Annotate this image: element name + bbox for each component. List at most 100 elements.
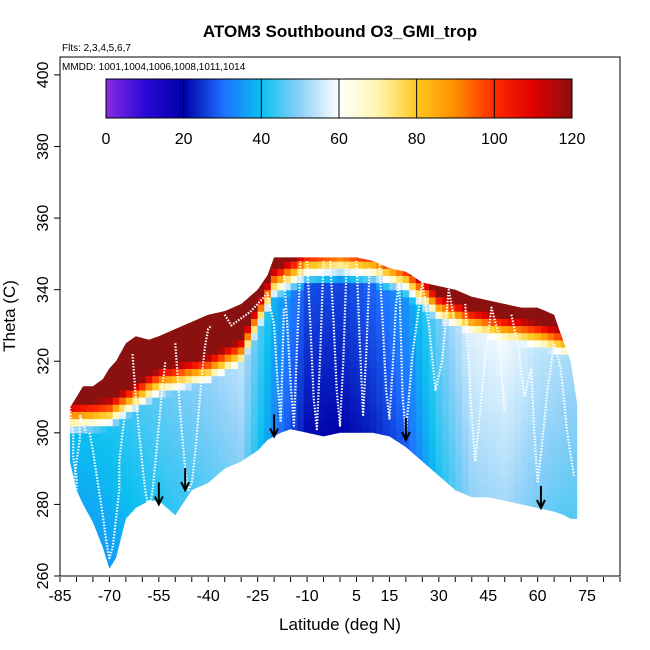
heatmap-cell	[112, 389, 120, 398]
heatmap-cell	[237, 282, 246, 291]
heatmap-cell	[468, 554, 476, 563]
heatmap-cell	[323, 518, 331, 527]
heatmap-cell	[600, 297, 607, 305]
heatmap-cell	[257, 318, 265, 327]
heatmap-cell	[244, 257, 252, 262]
heatmap-cell	[560, 311, 568, 319]
heatmap-cell	[231, 318, 239, 327]
heatmap-cell	[547, 511, 555, 520]
heatmap-cell	[270, 518, 279, 527]
heatmap-cell	[73, 404, 81, 412]
heatmap-cell	[224, 468, 232, 477]
heatmap-cell	[488, 561, 496, 569]
heatmap-cell	[488, 547, 496, 556]
heatmap-cell	[139, 561, 147, 569]
heatmap-cell	[310, 432, 318, 441]
flight-track	[174, 324, 213, 492]
heatmap-cell	[554, 325, 562, 334]
heatmap-cell	[363, 454, 371, 463]
heatmap-cell	[251, 261, 259, 269]
heatmap-cell	[363, 468, 371, 477]
heatmap-cell	[119, 511, 127, 520]
heatmap-cell	[119, 311, 127, 319]
heatmap-cell	[514, 468, 522, 477]
heatmap-cell	[204, 554, 213, 563]
heatmap-cell	[231, 332, 239, 341]
heatmap-cell	[290, 411, 298, 420]
heatmap-cell	[92, 346, 101, 355]
heatmap-cell	[369, 289, 377, 298]
heatmap-cell	[369, 418, 377, 427]
heatmap-cell	[112, 511, 120, 520]
heatmap-cell	[356, 504, 364, 513]
heatmap-cell	[356, 318, 364, 327]
flights-annotation: Flts: 2,3,4,5,6,7	[62, 43, 131, 54]
heatmap-cell	[396, 257, 404, 262]
heatmap-cell	[481, 468, 489, 477]
heatmap-cell	[323, 504, 331, 513]
heatmap-cell	[369, 540, 377, 548]
heatmap-cell	[468, 547, 476, 556]
heatmap-cell	[297, 439, 305, 448]
heatmap-cell	[369, 404, 377, 412]
heatmap-cell	[455, 361, 463, 369]
heatmap-cell	[119, 418, 127, 427]
heatmap-cell	[99, 368, 107, 377]
heatmap-cell	[264, 554, 272, 563]
colorbar-segment	[313, 79, 317, 118]
heatmap-cell	[501, 461, 509, 470]
heatmap-cell	[343, 303, 351, 312]
heatmap-cell	[237, 554, 246, 563]
heatmap-cell	[455, 468, 463, 477]
heatmap-cell	[343, 346, 351, 355]
heatmap-cell	[224, 318, 232, 327]
colorbar-segment	[146, 79, 150, 118]
heatmap-cell	[244, 339, 252, 348]
heatmap-cell	[165, 540, 173, 548]
heatmap-cell	[382, 533, 391, 541]
heatmap-cell	[396, 547, 404, 556]
heatmap-cell	[402, 454, 410, 463]
heatmap-cell	[567, 497, 575, 506]
heatmap-cell	[369, 339, 377, 348]
heatmap-cell	[389, 461, 397, 470]
heatmap-cell	[356, 397, 364, 405]
heatmap-cell	[73, 554, 81, 563]
heatmap-cell	[349, 368, 358, 377]
heatmap-cell	[527, 518, 535, 527]
heatmap-cell	[521, 454, 529, 463]
heatmap-cell	[172, 439, 180, 448]
heatmap-cell	[455, 247, 462, 255]
heatmap-cell	[554, 261, 562, 269]
heatmap-cell	[567, 389, 575, 398]
heatmap-cell	[316, 461, 325, 470]
heatmap-cell	[218, 247, 225, 255]
heatmap-cell	[191, 511, 199, 520]
heatmap-cell	[343, 482, 351, 491]
heatmap-cell	[172, 447, 180, 455]
heatmap-cell	[284, 497, 292, 506]
heatmap-cell	[376, 289, 384, 298]
heatmap-cell	[125, 432, 134, 441]
heatmap-cell	[455, 540, 463, 548]
heatmap-cell	[494, 554, 503, 563]
heatmap-cell	[389, 490, 397, 498]
heatmap-cell	[501, 268, 509, 276]
heatmap-cell	[290, 332, 298, 341]
heatmap-cell	[106, 569, 113, 577]
heatmap-cell	[501, 275, 509, 284]
heatmap-cell	[495, 569, 502, 577]
heatmap-cell	[79, 382, 87, 391]
heatmap-cell	[540, 382, 549, 391]
heatmap-cell	[415, 533, 423, 541]
heatmap-cell	[316, 533, 325, 541]
heatmap-cell	[403, 247, 410, 255]
heatmap-cell	[343, 382, 351, 391]
heatmap-cell	[100, 247, 107, 255]
heatmap-cell	[468, 247, 475, 255]
heatmap-cell	[382, 411, 391, 420]
heatmap-cell	[178, 554, 186, 563]
heatmap-cell	[580, 368, 587, 376]
heatmap-cell	[330, 261, 338, 269]
heatmap-cell	[376, 303, 384, 312]
